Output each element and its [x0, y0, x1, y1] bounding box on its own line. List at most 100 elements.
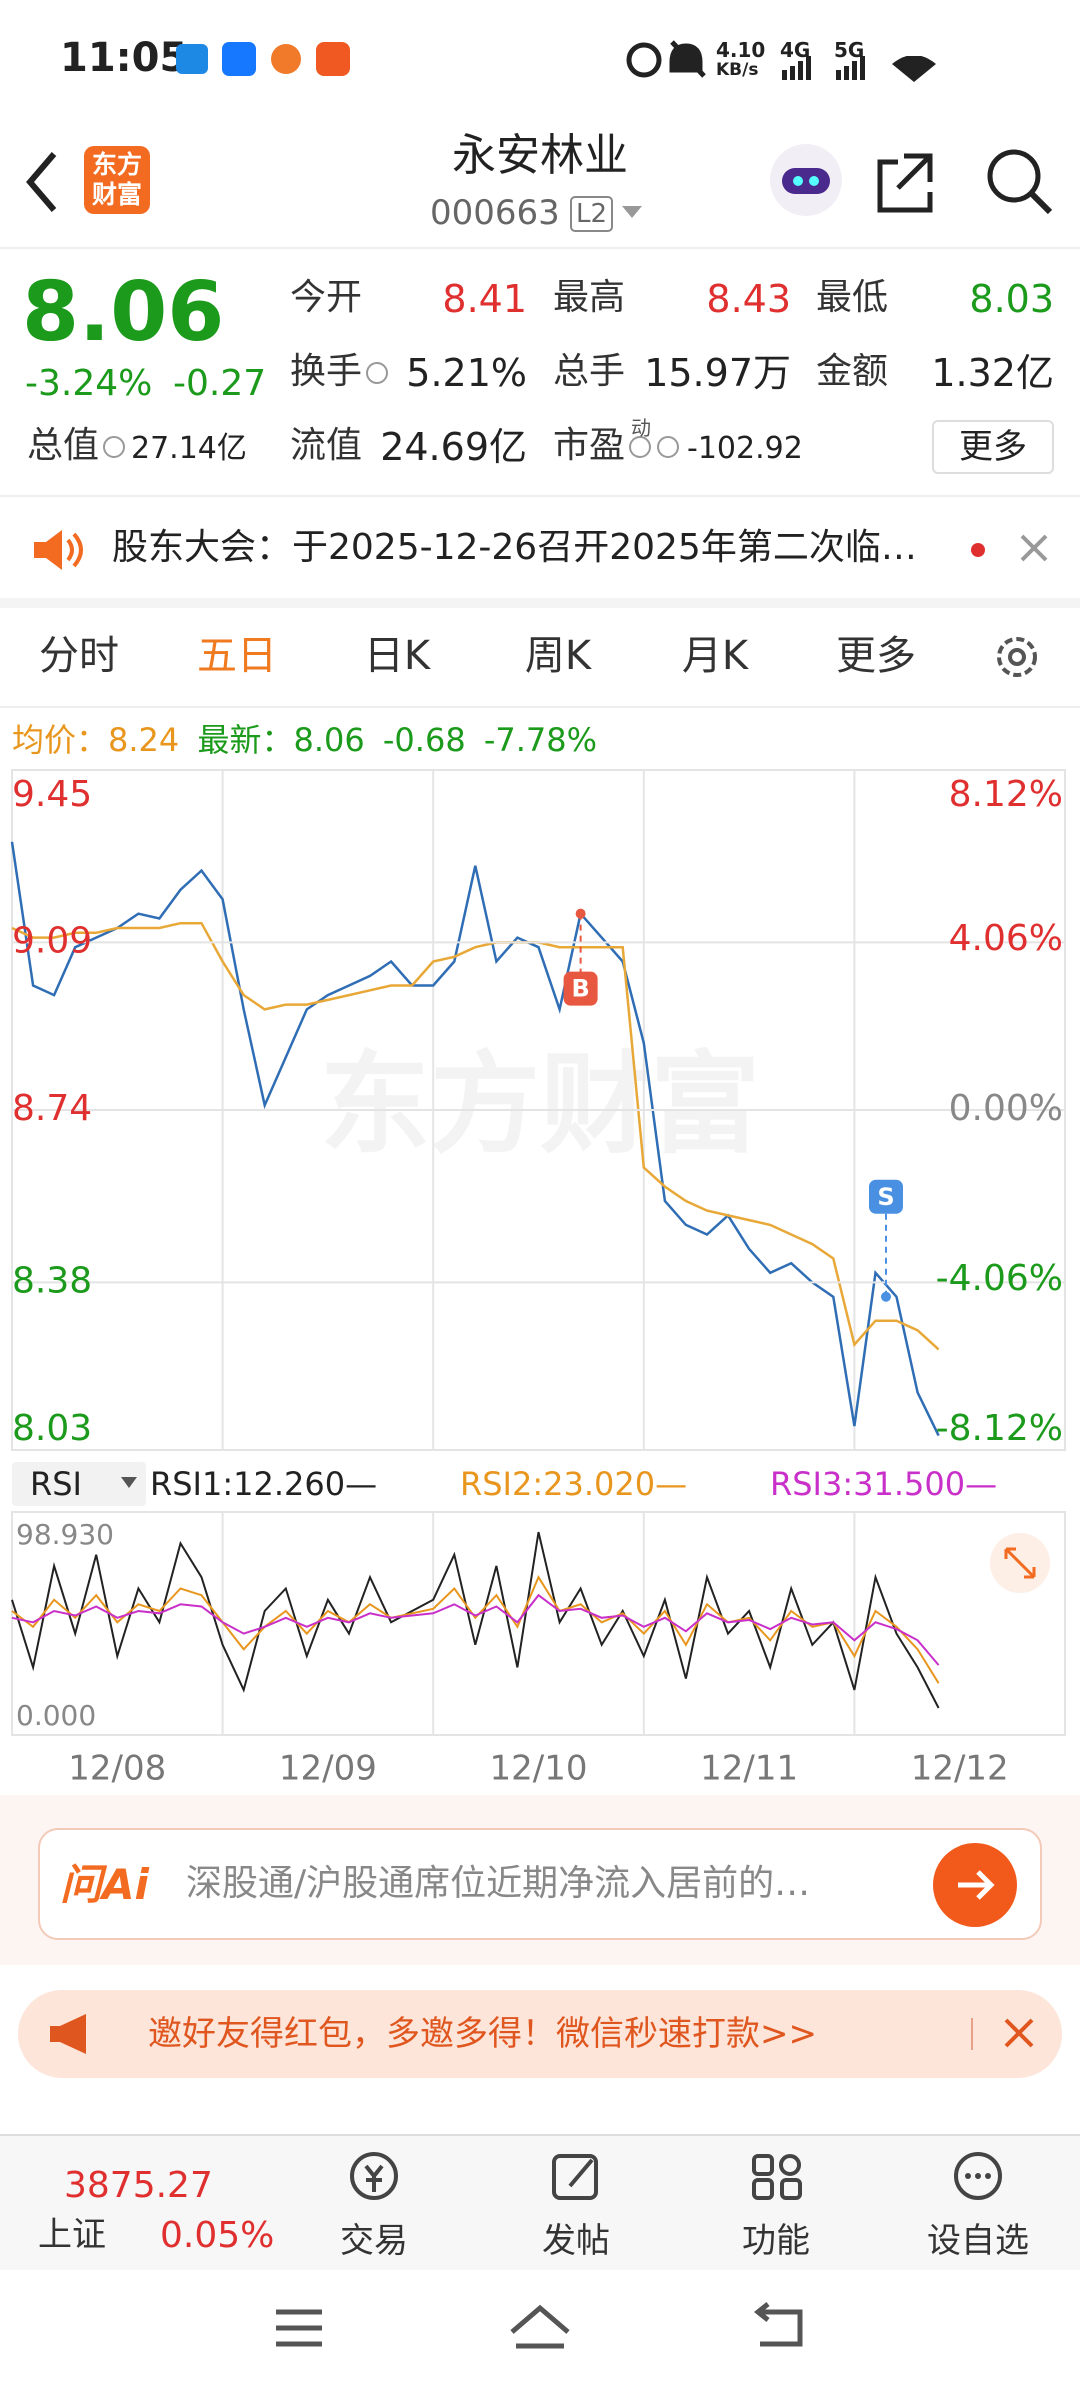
y-tick-label: 0.000: [16, 1699, 96, 1732]
legend-entry: RSI1:12.260—: [150, 1465, 377, 1503]
divider: [0, 495, 1080, 497]
field-value: 1.32亿: [931, 351, 1054, 395]
expand-icon: [1004, 1547, 1036, 1579]
series-line: [11, 1531, 940, 1709]
x-tick-label: 12/11: [700, 1749, 798, 1789]
notice-actions[interactable]: [966, 528, 1066, 572]
y-tick-label: 8.03: [12, 1408, 92, 1449]
series-line: [11, 1575, 940, 1684]
last-label: 最新：: [197, 721, 294, 759]
avg-label: 均价：: [12, 721, 109, 759]
avg-value: 8.24: [108, 721, 180, 759]
info-icon: [629, 436, 651, 458]
tab[interactable]: 周K: [524, 633, 592, 679]
marker-dot: [880, 1291, 891, 1302]
field-label: 总值: [27, 425, 100, 466]
level-badge: L2: [570, 196, 614, 232]
dropdown-arrow: [121, 1477, 137, 1488]
marker-badge: [563, 971, 598, 1006]
stock-title: 永安林业: [452, 130, 628, 181]
x-tick-label: 12/10: [490, 1749, 588, 1789]
status-speed-unit: KB/s: [716, 60, 759, 80]
marker-label: S: [877, 1183, 894, 1211]
y-tick-label: 98.930: [16, 1518, 114, 1551]
info-bar: 均价：8.24 最新：8.06 -0.68 -7.78%: [12, 724, 597, 756]
nav-label[interactable]: 交易: [340, 2221, 408, 2261]
header-actions[interactable]: [768, 140, 1068, 220]
x-tick-label: 12/12: [911, 1749, 1009, 1789]
dropdown-arrow: [622, 206, 642, 218]
status-signal: [782, 56, 936, 82]
y-tick-label: 8.74: [12, 1088, 92, 1129]
divider: [0, 2134, 1080, 2136]
field-label: 今开: [290, 277, 363, 318]
series-line: [11, 921, 940, 1351]
speaker-icon: [34, 530, 83, 570]
ai-placeholder[interactable]: 深股通/沪股通席位近期净流入居前的…: [186, 1863, 811, 1904]
y2-tick-label: -8.12%: [936, 1408, 1063, 1449]
settings-icon[interactable]: [990, 630, 1044, 684]
nav-label[interactable]: 发帖: [542, 2221, 610, 2261]
tab[interactable]: 分时: [39, 633, 119, 679]
field-label: 最低: [816, 277, 889, 318]
tab[interactable]: 更多: [836, 633, 916, 679]
y2-tick-label: 0.00%: [949, 1088, 1063, 1129]
tab[interactable]: 月K: [681, 633, 749, 679]
nav-icons: [350, 2152, 1002, 2200]
stock-code: 000663: [430, 193, 560, 233]
promo-text[interactable]: 邀好友得红包，多邀多得！微信秒速打款>>: [148, 2014, 817, 2054]
back-button[interactable]: [22, 150, 62, 214]
tab[interactable]: 日K: [363, 633, 431, 679]
notice-text[interactable]: 股东大会：于2025-12-26召开2025年第二次临…: [112, 527, 917, 568]
watermark: 东方财富: [320, 1040, 760, 1168]
field-value: 27.14亿: [131, 431, 247, 466]
megaphone-icon: [50, 2014, 86, 2054]
field-label: 最高: [553, 277, 626, 318]
nav-label[interactable]: 设自选: [927, 2221, 1029, 2261]
more-button[interactable]: 更多: [932, 420, 1054, 474]
status-app-icons: [176, 42, 350, 76]
x-tick-label: 12/08: [68, 1749, 166, 1789]
divider: [0, 598, 1080, 608]
field-sup: 动: [631, 416, 651, 440]
indicator-select[interactable]: [12, 1462, 146, 1506]
index-name[interactable]: 上证: [38, 2215, 106, 2255]
x-tick-label: 12/09: [279, 1749, 377, 1789]
nav-label[interactable]: 功能: [742, 2221, 810, 2261]
ai-input[interactable]: [38, 1828, 1042, 1940]
field-value: 8.03: [969, 277, 1054, 321]
field-value: 8.43: [706, 277, 791, 321]
promo-banner[interactable]: [18, 1990, 1062, 2078]
series-line: [11, 1593, 940, 1666]
field-value: 8.41: [442, 277, 527, 321]
divider: [0, 247, 1080, 249]
system-nav[interactable]: [0, 2290, 1080, 2370]
indicator-name[interactable]: RSI: [30, 1465, 82, 1503]
y-tick-label: 8.38: [12, 1260, 92, 1301]
index-change[interactable]: 0.05%: [160, 2215, 275, 2256]
legend-entry: RSI3:31.500—: [770, 1465, 997, 1503]
field-value: 24.69亿: [380, 425, 527, 469]
marker-badge: [868, 1179, 903, 1214]
field-value: -102.92: [687, 431, 803, 466]
y2-tick-label: 8.12%: [949, 774, 1063, 815]
status-net: 5G: [834, 38, 865, 62]
last-pct: -7.78%: [483, 721, 598, 759]
status-alarm-mute: [626, 40, 706, 78]
marker-label: B: [571, 975, 589, 1003]
index-value[interactable]: 3875.27: [64, 2165, 213, 2206]
promo-close[interactable]: [968, 2012, 1044, 2056]
price: 8.06: [22, 265, 225, 360]
y2-tick-label: -4.06%: [936, 1258, 1063, 1299]
info-icon: [103, 436, 125, 458]
change-pct: -3.24%: [25, 363, 153, 404]
series-line: [10, 841, 940, 1437]
field-label: 流值: [290, 425, 363, 466]
bottom-nav: [0, 2136, 1080, 2270]
ai-logo: 问Ai: [60, 1860, 149, 1909]
info-icon: [366, 362, 388, 384]
ai-send[interactable]: [932, 1842, 1018, 1928]
tab[interactable]: 五日: [197, 633, 277, 679]
last-value: 8.06: [293, 721, 365, 759]
